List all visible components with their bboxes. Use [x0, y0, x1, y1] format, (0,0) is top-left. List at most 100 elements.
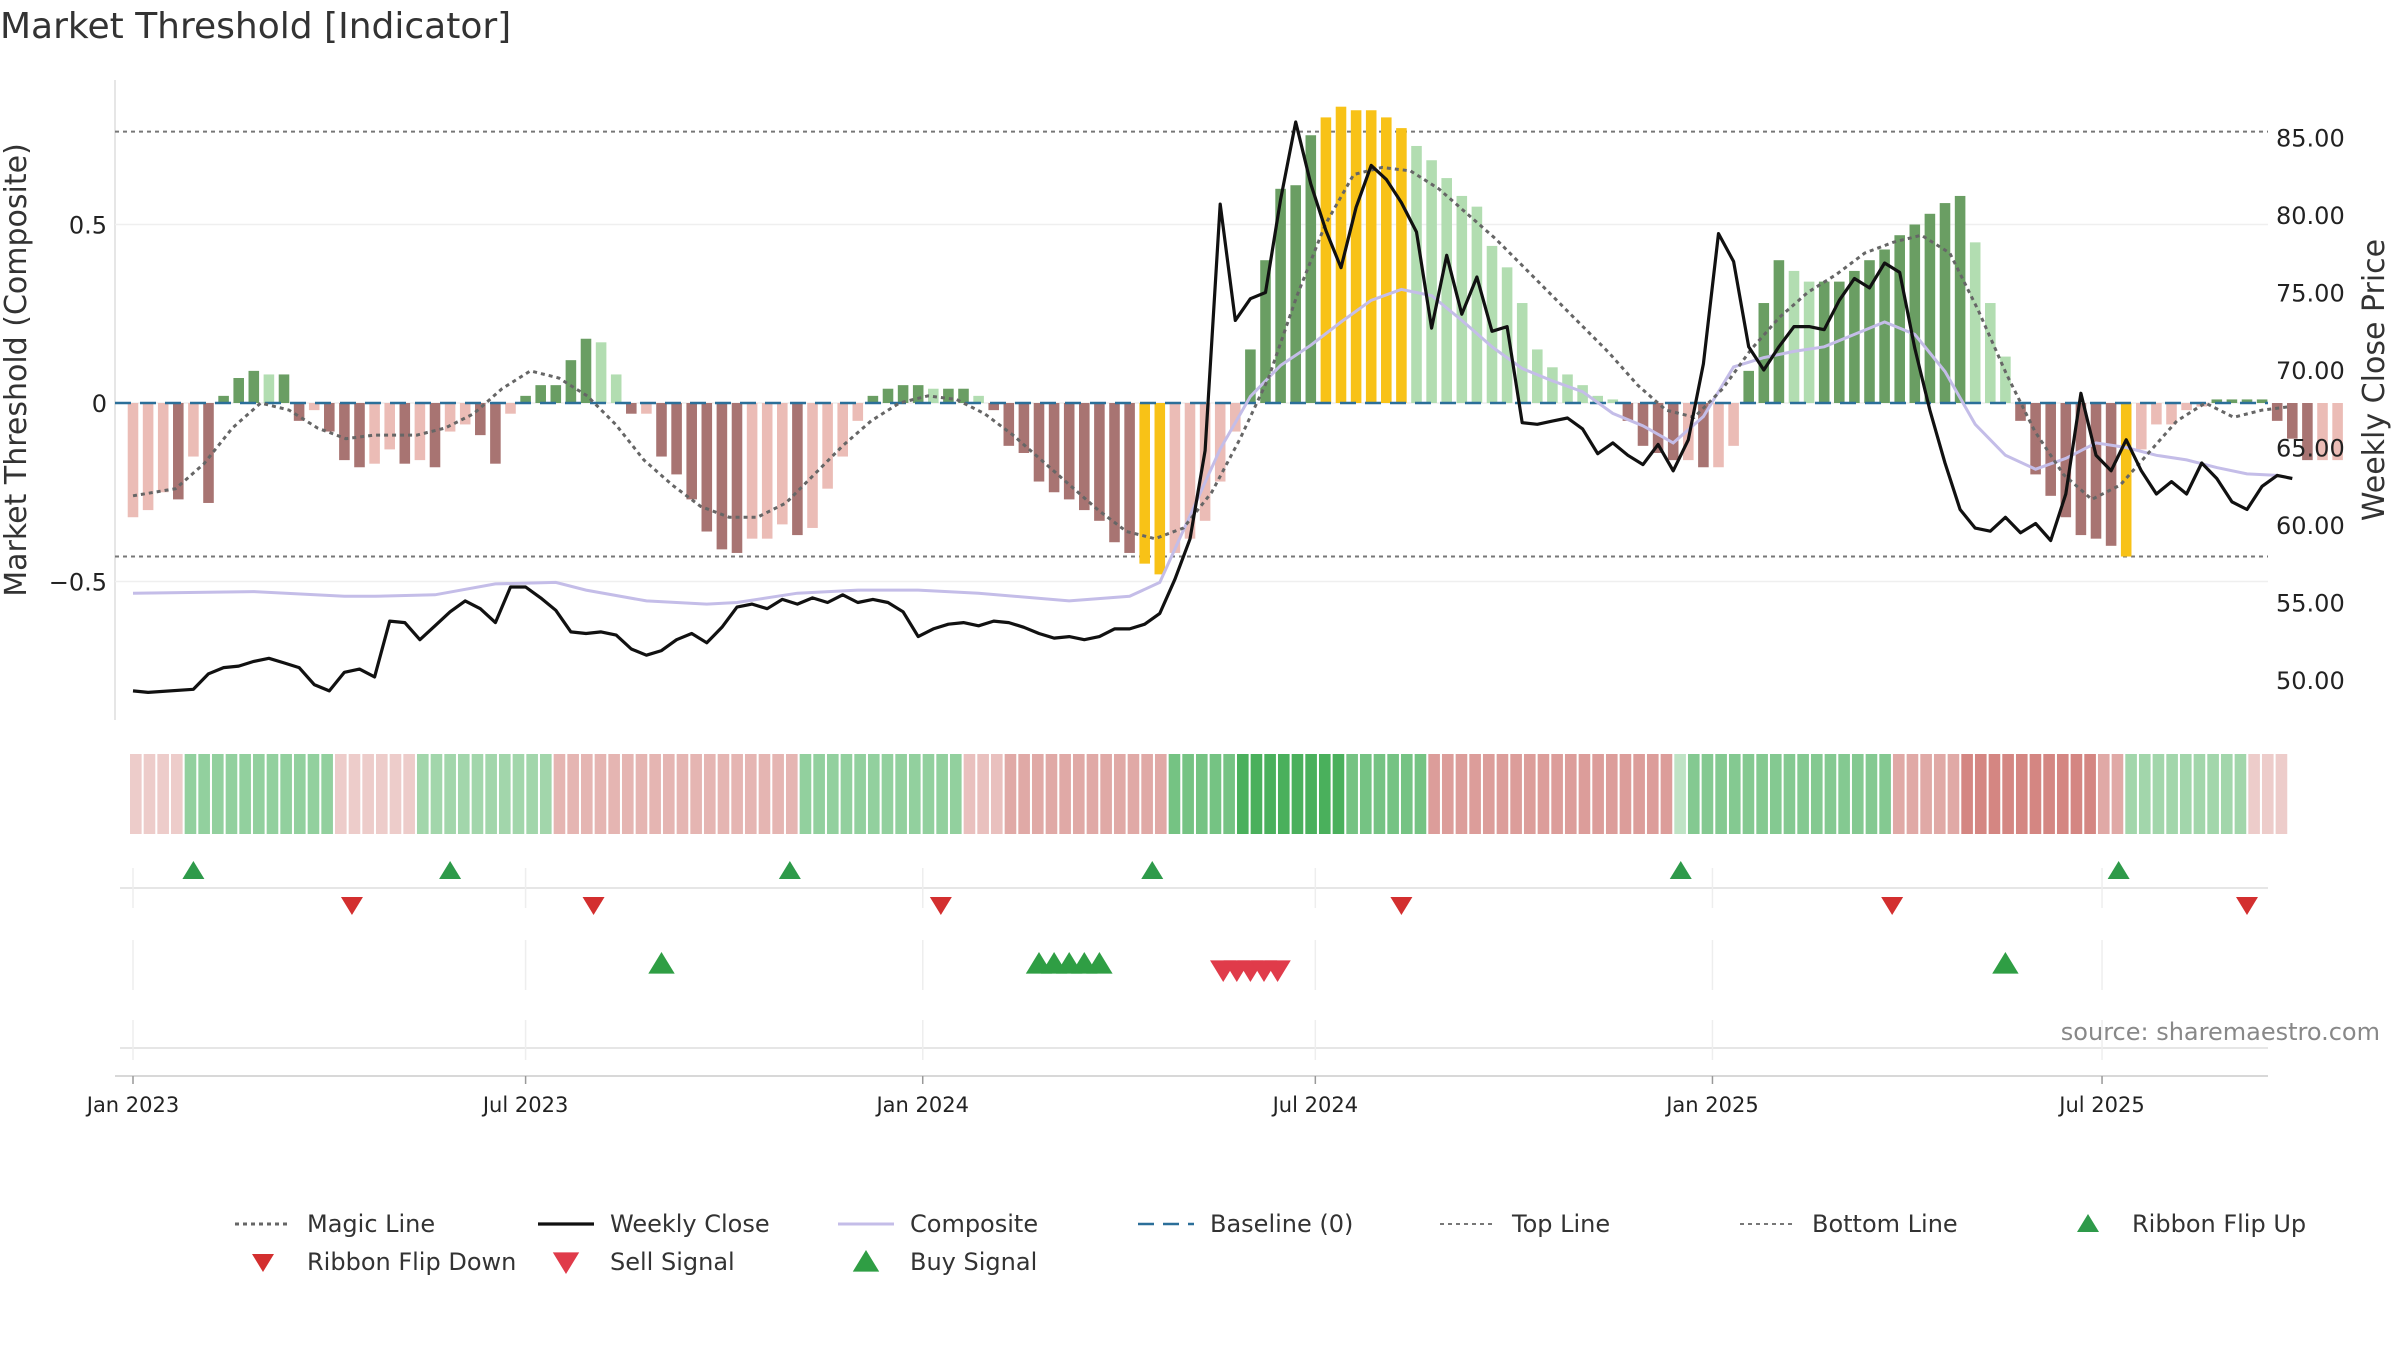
ribbon-cell [198, 754, 210, 834]
ribbon-cell [1045, 754, 1058, 834]
y-axis-left-label: Market Threshold (Composite) [0, 143, 34, 597]
ribbon-cell [2084, 754, 2096, 834]
composite-bar [1652, 403, 1664, 453]
composite-bar [988, 403, 999, 411]
ribbon-cell [1154, 754, 1167, 834]
composite-bar [2120, 403, 2132, 557]
ribbon-flip-up-marker [1141, 861, 1164, 879]
ribbon-cell [321, 754, 333, 834]
ribbon-cell [252, 754, 265, 834]
composite-bar [595, 342, 607, 403]
ribbon-cell [2220, 754, 2233, 834]
ribbon-cell [1660, 754, 1673, 834]
composite-bar [852, 403, 864, 421]
composite-bar [565, 360, 577, 403]
ribbon-cell [1236, 754, 1249, 834]
composite-bar [354, 403, 365, 468]
weekly-close-line [132, 120, 2293, 695]
ribbon-cell [867, 754, 880, 834]
ribbon-cell [1783, 754, 1796, 834]
composite-bar [1199, 403, 1211, 521]
ribbon-cell [2248, 754, 2260, 834]
ribbon-cell [2029, 754, 2042, 834]
ribbon-flip-down-marker [1881, 897, 1904, 915]
ribbon-cell [676, 754, 689, 834]
composite-bar [1849, 270, 1860, 403]
ribbon-cell [744, 754, 757, 834]
composite-bar [127, 403, 139, 518]
ribbon-cell [1428, 754, 1440, 834]
ribbon-cell [1810, 754, 1823, 834]
ribbon-cell [2002, 754, 2014, 834]
composite-bar [2287, 403, 2298, 439]
composite-bar [1728, 403, 1739, 446]
ribbon-cell [717, 754, 730, 834]
ribbon-cell [1209, 754, 1222, 834]
composite-bar [777, 403, 788, 525]
composite-bar [761, 403, 773, 539]
ribbon-cell [1523, 754, 1536, 834]
legend-item-baseline: Baseline (0) [1138, 1210, 1353, 1238]
legend-item-magic: Magic Line [235, 1210, 435, 1238]
ribbon-cell [266, 754, 279, 834]
composite-bar [1894, 235, 1905, 403]
composite-bar [1245, 349, 1256, 403]
composite-bar [173, 403, 184, 500]
legend-label: Composite [910, 1210, 1038, 1238]
lines-layer [115, 120, 2293, 695]
ribbon-cell [1223, 754, 1235, 834]
ribbon-cell [430, 754, 443, 834]
buy-signal-marker [1992, 952, 2019, 974]
composite-bar [1320, 117, 1332, 404]
legend-swatch [852, 1250, 880, 1272]
ribbon-cell [2043, 754, 2055, 834]
composite-bar [1275, 188, 1286, 403]
ribbon-cell [1373, 754, 1386, 834]
composite-bar [490, 403, 501, 464]
ribbon-cell [1674, 754, 1686, 834]
composite-bar [2045, 403, 2056, 496]
y-right-tick-label: 70.00 [2276, 357, 2345, 385]
composite-bar [792, 403, 803, 536]
ribbon-cell [1004, 754, 1017, 834]
ribbon-cell [1182, 754, 1194, 834]
legend-label: Ribbon Flip Down [307, 1248, 516, 1276]
composite-bar [822, 403, 833, 489]
legend-item-flipdown: Ribbon Flip Down [252, 1248, 516, 1276]
composite-bar [2166, 403, 2177, 425]
composite-bar [1290, 185, 1301, 403]
ribbon-flip-up-marker [182, 861, 205, 879]
ribbon-cell [1455, 754, 1468, 834]
composite-bar [384, 403, 395, 450]
ribbon-cell [662, 754, 675, 834]
x-tick-label: Jan 2025 [1664, 1093, 1759, 1117]
composite-bar [1864, 260, 1875, 403]
composite-bar [1924, 213, 1936, 403]
composite-bar [1094, 403, 1105, 521]
composite-bar [2060, 403, 2072, 518]
composite-bar [520, 395, 531, 403]
ribbon-cell [1824, 754, 1837, 834]
composite-bar [324, 403, 335, 432]
composite-bar [1758, 303, 1770, 403]
composite-bar [1396, 128, 1407, 404]
ribbon-strip [130, 754, 2288, 834]
ribbon-flip-down-marker [340, 897, 363, 915]
ribbon-cell [1332, 754, 1345, 834]
composite-bar [656, 403, 667, 457]
ribbon-flip-up-marker [2107, 861, 2130, 879]
legend-swatch [252, 1254, 274, 1272]
composite-bar [580, 338, 592, 403]
composite-bar [369, 403, 380, 464]
ribbon-cell [1359, 754, 1372, 834]
composite-bar [1516, 303, 1528, 403]
composite-bar [475, 403, 486, 436]
ribbon-cell [785, 754, 798, 834]
buy-signal-marker [648, 952, 675, 974]
ribbon-cell [2097, 754, 2110, 834]
ribbon-flip-down-marker [1390, 897, 1413, 915]
composite-bar [807, 403, 818, 528]
ribbon-cell [1715, 754, 1727, 834]
composite-bar [1003, 403, 1015, 446]
ribbon-cell [908, 754, 921, 834]
